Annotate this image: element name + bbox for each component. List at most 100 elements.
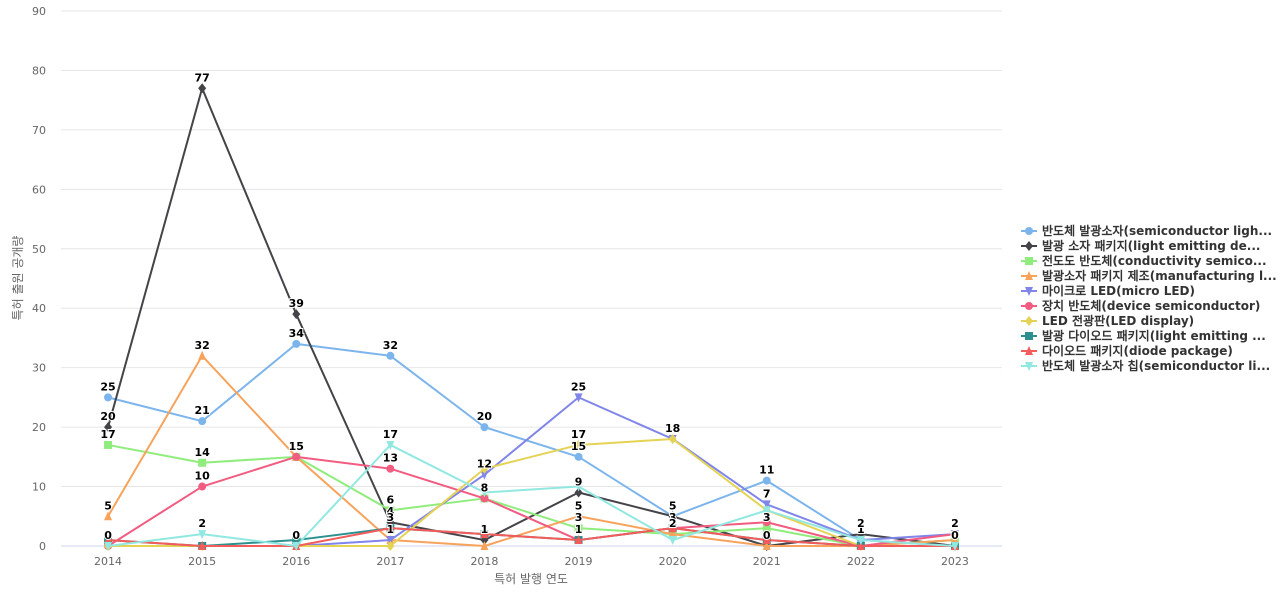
data-point[interactable] — [104, 542, 113, 551]
data-point[interactable] — [1025, 345, 1033, 355]
data-point[interactable] — [762, 518, 771, 527]
data-label: 0 — [951, 529, 959, 542]
data-point[interactable] — [1025, 270, 1033, 280]
data-point[interactable] — [762, 541, 771, 550]
data-point[interactable] — [292, 339, 301, 348]
data-label: 3 — [669, 511, 677, 524]
legend-item[interactable]: 발광 소자 패키지(light emitting de... — [1020, 238, 1278, 253]
legend-item[interactable]: 장치 반도체(device semiconductor) — [1020, 298, 1278, 313]
data-point[interactable] — [1025, 301, 1033, 310]
data-point[interactable] — [480, 463, 489, 474]
data-point[interactable] — [104, 535, 113, 545]
y-tick-label: 30 — [32, 362, 46, 375]
legend-item[interactable]: 다이오드 패키지(diode package) — [1020, 343, 1278, 358]
data-point[interactable] — [386, 351, 395, 360]
legend-item[interactable]: 반도체 발광소자 칩(semiconductor li... — [1020, 358, 1278, 373]
data-point[interactable] — [480, 488, 489, 498]
data-point[interactable] — [574, 535, 583, 545]
data-point[interactable] — [104, 422, 113, 433]
data-point[interactable] — [386, 523, 395, 533]
data-label: 1 — [857, 523, 865, 536]
data-point[interactable] — [574, 511, 583, 521]
data-point[interactable] — [198, 83, 207, 94]
series-line[interactable] — [108, 396, 956, 547]
legend-item[interactable]: 전도도 반도체(conductivity semico... — [1020, 253, 1278, 268]
y-tick-label: 90 — [32, 5, 46, 18]
legend-label: 다이오드 패키지(diode package) — [1042, 344, 1233, 358]
data-point[interactable] — [198, 417, 207, 426]
data-point[interactable] — [762, 506, 771, 516]
data-point[interactable] — [104, 440, 113, 449]
legend-item[interactable]: 반도체 발광소자(semiconductor ligh... — [1020, 223, 1278, 238]
data-point[interactable] — [1025, 256, 1033, 265]
data-point[interactable] — [480, 541, 489, 550]
data-point[interactable] — [1025, 286, 1033, 296]
data-point[interactable] — [1025, 315, 1033, 326]
data-label: 5 — [104, 499, 112, 512]
data-point[interactable] — [480, 494, 489, 503]
data-point[interactable] — [1025, 226, 1033, 235]
data-point[interactable] — [668, 536, 677, 546]
data-point[interactable] — [762, 476, 771, 485]
series-group — [104, 83, 959, 551]
data-point[interactable] — [198, 350, 207, 360]
data-point[interactable] — [104, 393, 113, 402]
legend-item[interactable]: 발광소자 패키지 제조(manufacturing l... — [1020, 268, 1278, 283]
legend-symbol-icon — [1021, 270, 1037, 280]
legend-item[interactable]: 발광 다이오드 패키지(light emitting ... — [1020, 328, 1278, 343]
data-point[interactable] — [950, 542, 959, 551]
data-point[interactable] — [950, 530, 959, 539]
data-point[interactable] — [668, 511, 677, 522]
data-point[interactable] — [386, 506, 395, 515]
data-label: 7 — [763, 487, 771, 500]
data-point[interactable] — [574, 439, 583, 450]
data-point[interactable] — [386, 440, 395, 450]
data-point[interactable] — [480, 423, 489, 432]
data-point[interactable] — [856, 541, 865, 550]
data-point[interactable] — [762, 535, 771, 545]
data-point[interactable] — [386, 464, 395, 473]
data-point[interactable] — [668, 529, 677, 539]
series-line[interactable] — [107, 455, 956, 547]
data-label: 20 — [100, 410, 116, 423]
data-point[interactable] — [762, 500, 771, 510]
legend-item[interactable]: 마이크로 LED(micro LED) — [1020, 283, 1278, 298]
data-point[interactable] — [386, 541, 395, 551]
data-point[interactable] — [198, 530, 207, 540]
data-point[interactable] — [292, 309, 301, 320]
data-point[interactable] — [480, 470, 489, 480]
legend-symbol-icon — [1021, 256, 1037, 265]
series-line[interactable] — [107, 443, 956, 547]
data-point[interactable] — [198, 482, 207, 491]
data-point[interactable] — [386, 536, 395, 546]
data-point[interactable] — [480, 529, 489, 539]
data-point[interactable] — [574, 452, 583, 461]
data-point[interactable] — [1025, 361, 1033, 371]
series-line[interactable] — [107, 443, 956, 547]
series-line[interactable] — [107, 354, 956, 547]
data-point[interactable] — [292, 536, 301, 545]
data-point[interactable] — [762, 524, 771, 533]
data-point[interactable] — [668, 434, 677, 444]
data-point[interactable] — [574, 393, 583, 403]
legend-label: 반도체 발광소자(semiconductor ligh... — [1042, 224, 1273, 238]
data-point[interactable] — [856, 536, 865, 546]
data-point[interactable] — [1025, 240, 1033, 251]
legend-item[interactable]: LED 전광판(LED display) — [1020, 313, 1278, 328]
series-line[interactable] — [107, 527, 955, 547]
data-point[interactable] — [198, 541, 207, 550]
data-point[interactable] — [104, 511, 113, 521]
data-point[interactable] — [198, 458, 207, 467]
data-point[interactable] — [950, 535, 959, 545]
data-point[interactable] — [1025, 331, 1033, 340]
data-point[interactable] — [574, 524, 583, 533]
data-point[interactable] — [574, 487, 583, 498]
data-point[interactable] — [292, 452, 301, 461]
data-label: 5 — [669, 499, 677, 512]
data-point[interactable] — [292, 542, 301, 551]
x-tick-label: 2023 — [941, 555, 969, 568]
series-line[interactable] — [107, 87, 956, 547]
series-line[interactable] — [107, 342, 956, 547]
data-point[interactable] — [668, 523, 677, 533]
data-point[interactable] — [574, 482, 583, 492]
